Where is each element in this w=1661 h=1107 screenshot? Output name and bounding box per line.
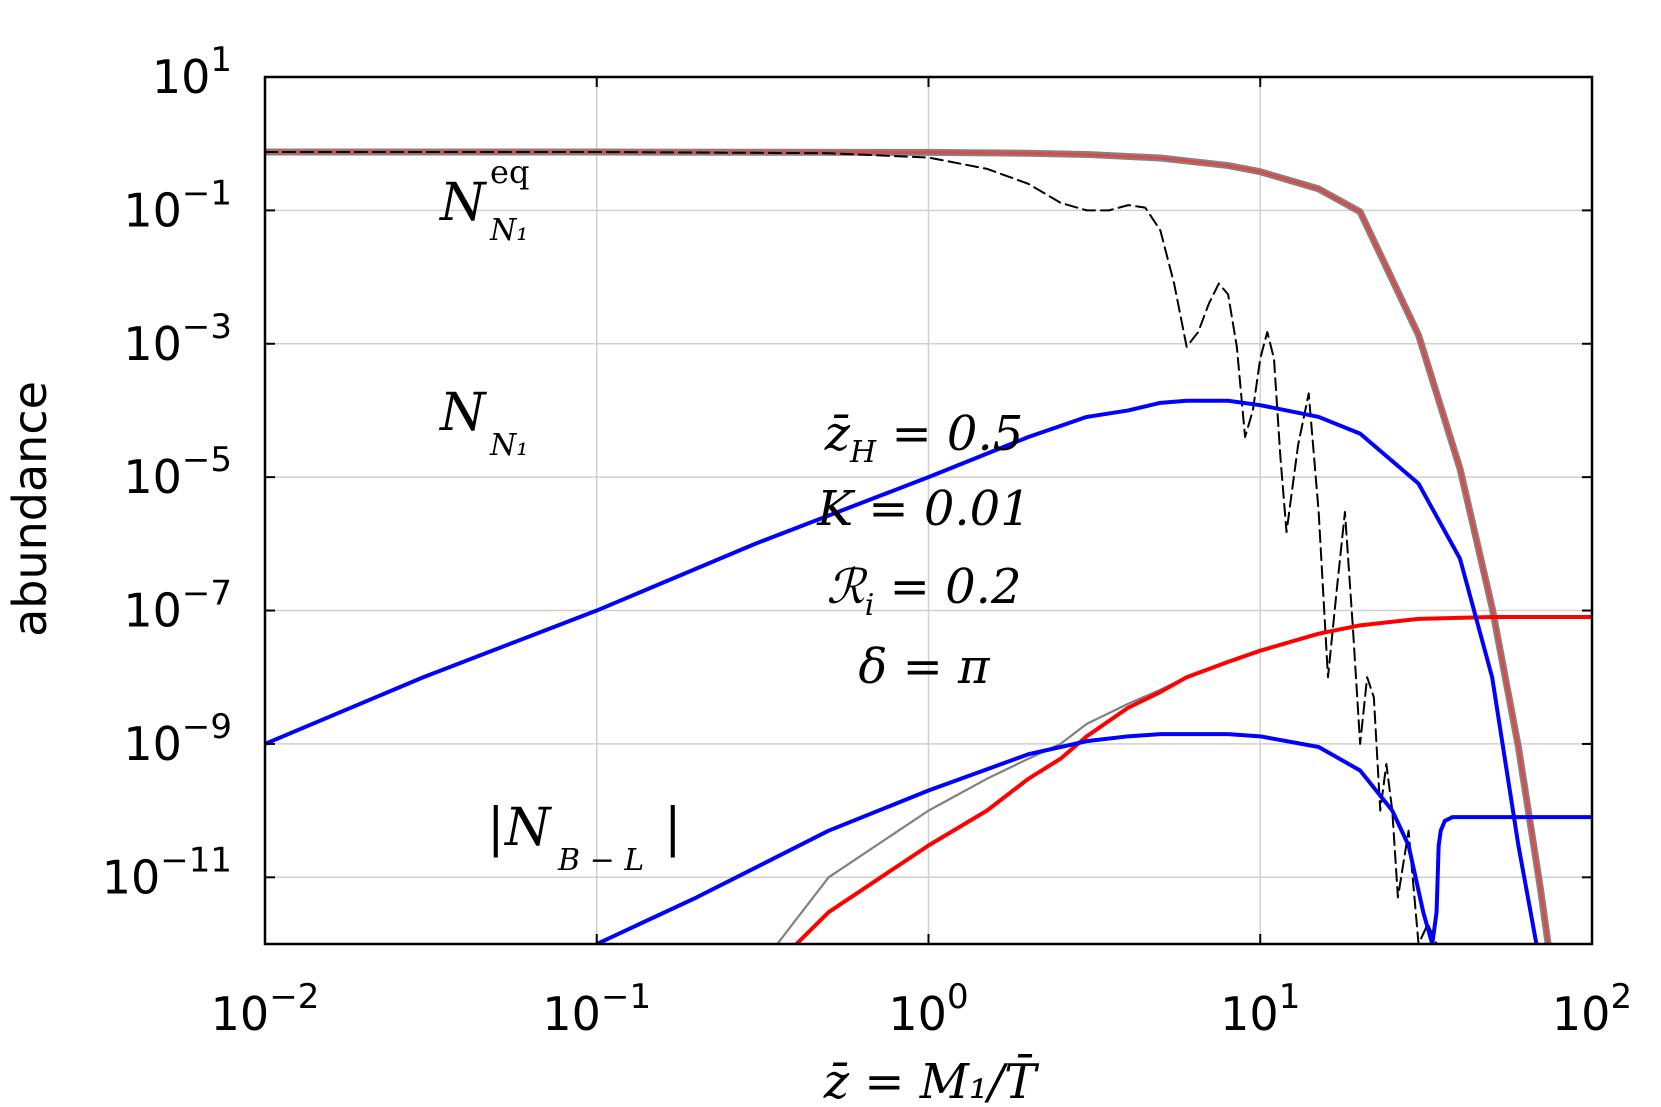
y-tick-label: 10−1: [123, 173, 232, 237]
y-axis-label: abundance: [3, 381, 57, 637]
y-tick-label: 10−11: [102, 840, 232, 904]
y-tick-label: 10−7: [123, 574, 232, 638]
svg-text:B − L: B − L: [557, 843, 644, 878]
svg-text:K = 0.01: K = 0.01: [816, 481, 1030, 537]
svg-text:|: |: [664, 798, 682, 858]
svg-text:eq: eq: [490, 153, 529, 191]
y-tick-label: 101: [152, 40, 232, 104]
x-tick-labels: 10−2 10−1 100 101 102: [211, 977, 1632, 1041]
x-tick-label: 10−2: [211, 977, 320, 1041]
y-tick-labels: 101 10−1 10−3 10−5 10−7 10−9 10−11: [102, 40, 232, 904]
svg-text:z̄ = M₁/T̄: z̄ = M₁/T̄: [823, 1052, 1040, 1107]
label-nn1-eq: N N₁ eq: [438, 153, 529, 248]
y-tick-label: 10−5: [123, 440, 232, 504]
label-nn1: N N₁: [438, 383, 528, 463]
svg-text:N: N: [503, 798, 552, 858]
x-axis-label: z̄ = M₁/T̄: [823, 1052, 1040, 1107]
label-nbl: | N B − L |: [487, 798, 682, 878]
x-tick-label: 101: [1220, 977, 1300, 1041]
svg-text:N: N: [438, 383, 487, 443]
series-line-nbl-red: [794, 615, 1592, 944]
series-line-nn1eq: [265, 148, 1552, 944]
y-tick-label: 10−3: [123, 307, 232, 371]
svg-text:N₁: N₁: [489, 213, 528, 248]
svg-text:|: |: [487, 798, 505, 858]
x-tick-label: 10−1: [542, 977, 651, 1041]
svg-text:ℛi = 0.2: ℛi = 0.2: [827, 559, 1022, 623]
x-tick-label: 102: [1552, 977, 1632, 1041]
ticks: [264, 76, 1593, 944]
y-tick-label: 10−9: [123, 707, 232, 771]
svg-text:z̄H = 0.5: z̄H = 0.5: [824, 406, 1024, 470]
series-line-nn1-dashed: [265, 151, 1446, 944]
x-axis-label-text: z̄ = M₁/T̄: [823, 1052, 1040, 1107]
series-line-nn1: [265, 398, 1539, 944]
series-group: [265, 148, 1592, 944]
x-tick-label: 100: [888, 977, 968, 1041]
svg-text:N: N: [438, 173, 487, 233]
parameter-block: z̄H = 0.5 K = 0.01 ℛi = 0.2 δ = π: [816, 406, 1030, 695]
svg-text:N₁: N₁: [489, 428, 528, 463]
series-line-nn1eq-overlay: [265, 150, 1550, 944]
svg-text:δ = π: δ = π: [858, 639, 991, 695]
series-line-nbl-blue: [594, 732, 1592, 944]
